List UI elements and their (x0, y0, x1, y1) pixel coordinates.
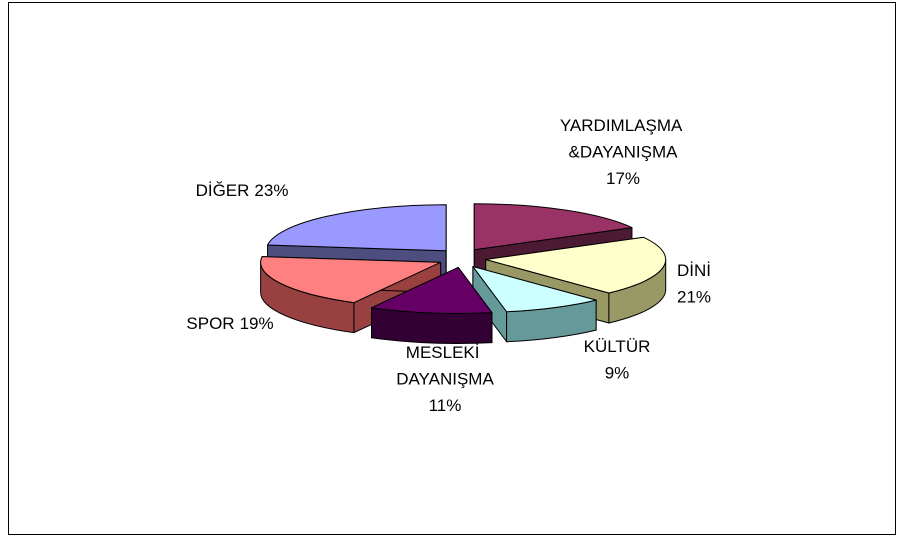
value-label: 9% (605, 364, 630, 383)
label-line: DİĞER 23% (196, 181, 289, 200)
data-label: YARDIMLAŞMA &DAYANIŞMA 17% (560, 116, 686, 188)
slice-top (472, 266, 597, 313)
data-label: DİNİ 21% (677, 261, 711, 307)
slice (472, 266, 597, 343)
category-label: YARDIMLAŞMA &DAYANIŞMA (560, 116, 686, 162)
slice-top (267, 204, 447, 252)
data-label: SPOR 19% (186, 314, 273, 333)
value-label: 11% (429, 396, 462, 415)
slice-top (473, 203, 633, 251)
category-label: DİĞER (196, 181, 250, 200)
category-label: SPOR (186, 314, 234, 333)
slice-top (485, 236, 667, 294)
data-label: DİĞER 23% (196, 181, 289, 200)
label-line: SPOR 19% (186, 314, 273, 333)
category-label: DİNİ (677, 261, 711, 280)
value-label: 23% (254, 181, 288, 200)
slice (371, 266, 493, 344)
slice-top (260, 256, 442, 304)
chart-frame (8, 2, 896, 535)
slice-top (371, 266, 493, 314)
category-label: KÜLTÜR (584, 337, 651, 356)
category-label: MESLEKİ DAYANIŞMA (396, 343, 494, 389)
value-label: 19% (240, 314, 274, 333)
value-label: 17% (606, 169, 640, 188)
data-label: KÜLTÜR 9% (584, 337, 651, 383)
data-label: MESLEKİ DAYANIŞMA 11% (396, 343, 494, 415)
value-label: 21% (677, 288, 711, 307)
